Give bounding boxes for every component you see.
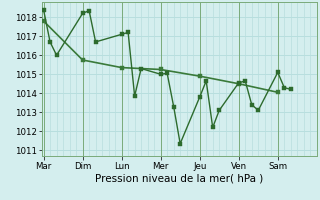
X-axis label: Pression niveau de la mer( hPa ): Pression niveau de la mer( hPa ) (95, 173, 263, 183)
